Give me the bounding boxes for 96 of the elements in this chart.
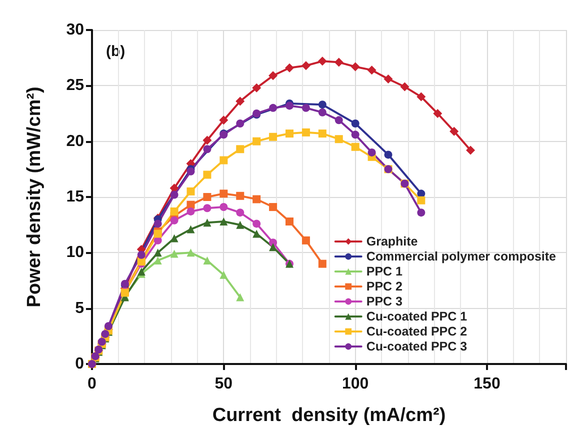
point [236,208,244,217]
point [203,145,212,154]
point [466,146,476,155]
point [334,135,343,144]
point [269,104,278,112]
point [252,83,262,92]
legend-label: Graphite [366,234,418,248]
point [170,216,178,224]
point [170,207,178,216]
y-tick-label: 15 [66,188,84,206]
y-tick-label: 0 [75,356,84,372]
point [101,330,110,338]
point [318,56,327,66]
point [318,108,326,116]
legend-label: PPC 2 [366,280,403,294]
point [154,256,162,264]
point [236,192,244,200]
point [318,100,326,109]
x-axis-title: Current density (mA/cm²) [212,405,446,426]
x-tick-label: 150 [474,376,500,392]
point [268,71,278,80]
y-tick-label: 25 [66,77,84,94]
point [334,116,343,124]
point [302,128,310,136]
point [202,136,212,145]
point [269,132,278,141]
point [318,130,326,138]
point [302,104,310,112]
point [203,256,212,264]
point [286,130,294,138]
point [220,156,228,164]
point [236,96,245,106]
point [416,92,426,102]
point [302,236,310,244]
point [417,196,426,204]
y-tick-label: 20 [66,132,84,150]
point [219,116,228,125]
point [450,126,459,136]
legend-label: Cu-coated PPC 2 [366,324,468,338]
point [252,220,261,228]
y-tick-label: 30 [66,22,84,38]
y-axis-title: Power density (mW/cm²) [24,86,45,308]
point [318,260,326,268]
legend-label: PPC 3 [366,294,403,308]
point [203,204,212,212]
point [351,130,360,139]
point [367,66,376,75]
point [286,102,294,110]
point [285,63,294,72]
legend-label: Cu-coated PPC 1 [366,310,468,324]
point [186,248,195,257]
point [236,220,244,229]
x-tick-label: 0 [88,376,97,392]
y-tick-label: 5 [75,300,84,317]
point [351,120,360,128]
point [334,58,344,67]
point [203,193,212,201]
point [220,217,228,226]
point [186,187,195,196]
point [252,230,261,238]
point [269,203,278,212]
point [433,109,442,118]
y-tick-label: 10 [66,244,84,262]
point [252,137,261,146]
legend-label: Commercial polymer composite [366,250,556,264]
point [186,225,195,234]
point [351,142,360,151]
point [368,148,376,156]
point [252,195,261,204]
point [154,220,162,228]
point [350,62,360,72]
legend-label: Cu-coated PPC 3 [366,340,468,354]
point [384,74,393,84]
x-tick-label: 100 [342,376,369,392]
point [170,234,178,242]
legend-label: PPC 1 [366,264,403,278]
point [236,293,244,302]
point [220,203,228,212]
point [236,145,244,154]
x-tick-label: 50 [214,376,233,392]
point [220,190,228,198]
point [170,250,178,258]
point [286,217,294,226]
point [301,61,310,70]
point [170,190,178,199]
point [220,270,228,279]
point [236,120,244,128]
point [417,208,426,217]
point [186,200,195,209]
point [400,82,410,92]
point [137,250,146,259]
point [203,218,212,227]
point [384,150,392,159]
point [203,170,212,179]
point [154,248,162,257]
point [186,207,195,216]
